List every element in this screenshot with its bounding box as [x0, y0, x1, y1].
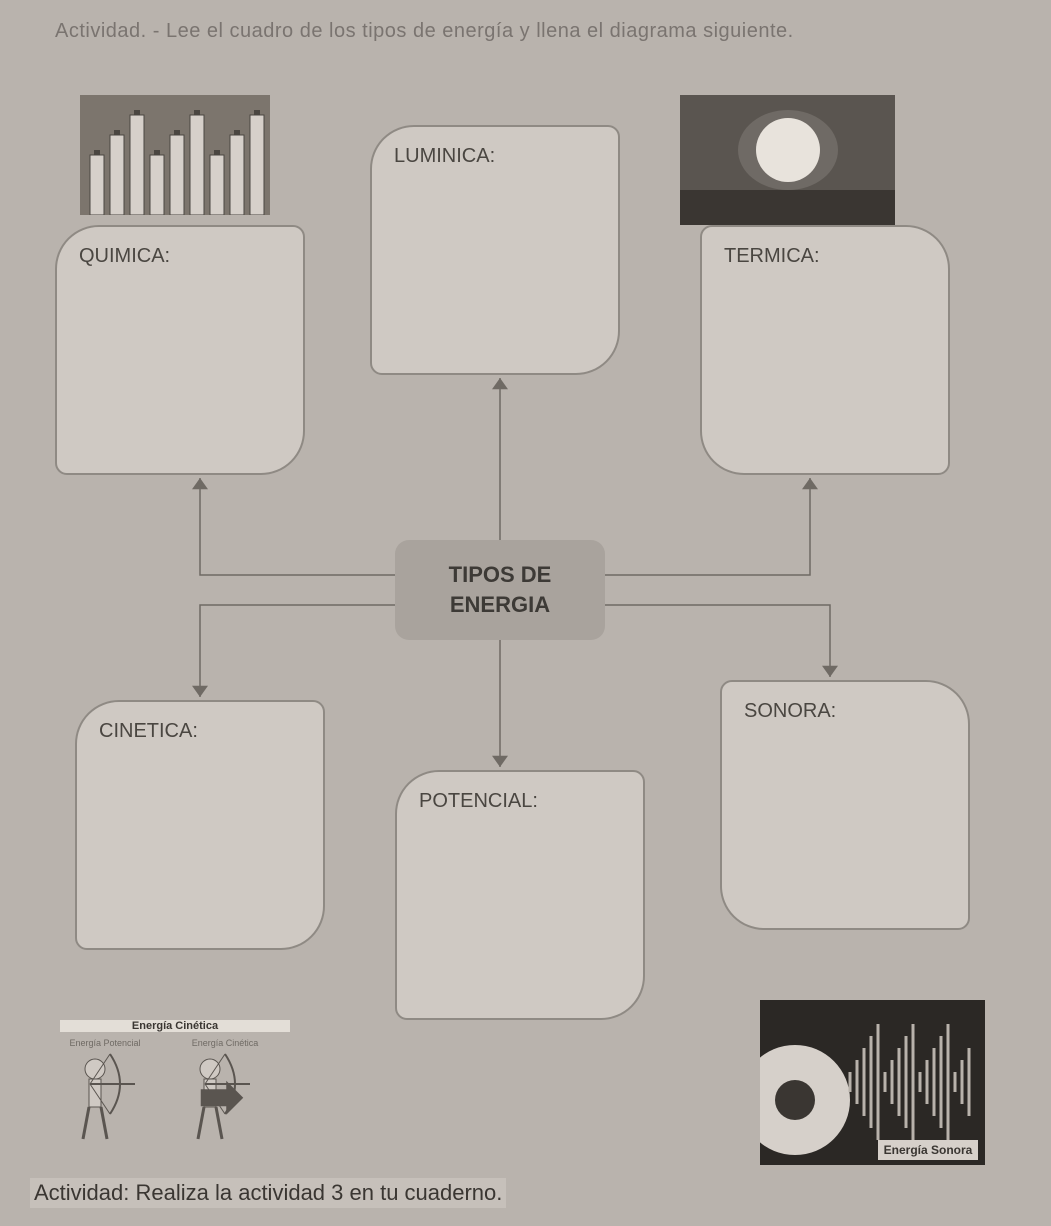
box-cinetica: CINETICA:: [75, 700, 325, 950]
hub-label-line1: TIPOS DE: [449, 562, 552, 587]
box-label: QUIMICA:: [79, 245, 170, 267]
box-label: POTENCIAL:: [419, 790, 538, 812]
soundwave-icon: Energía Sonora: [760, 1000, 985, 1165]
box-luminica: LUMINICA:: [370, 125, 620, 375]
image-cinetica: Energía Cinética Energía Potencial Energ…: [60, 1020, 290, 1170]
hub-tipos-de-energia: TIPOS DE ENERGIA: [395, 540, 605, 640]
instruction-text: Actividad. - Lee el cuadro de los tipos …: [55, 20, 1011, 43]
moon-icon: [680, 95, 895, 225]
box-label: TERMICA:: [724, 245, 820, 267]
hub-label-line2: ENERGIA: [450, 592, 550, 617]
box-quimica: QUIMICA:: [55, 225, 305, 475]
batteries-icon: [80, 95, 270, 215]
box-label: SONORA:: [744, 700, 836, 722]
image-moon: [680, 95, 895, 225]
svg-text:Energía Potencial: Energía Potencial: [69, 1038, 140, 1048]
box-sonora: SONORA:: [720, 680, 970, 930]
svg-text:Energía Cinética: Energía Cinética: [192, 1038, 259, 1048]
image-sonora: Energía Sonora: [760, 1000, 985, 1165]
box-label: LUMINICA:: [394, 145, 495, 167]
svg-text:Energía Sonora: Energía Sonora: [884, 1143, 973, 1157]
archers-icon: Energía Potencial Energía Cinética: [60, 1034, 290, 1164]
footer-text: Actividad: Realiza la actividad 3 en tu …: [30, 1178, 506, 1208]
box-potencial: POTENCIAL:: [395, 770, 645, 1020]
box-termica: TERMICA:: [700, 225, 950, 475]
box-label: CINETICA:: [99, 720, 198, 742]
cinetica-title: Energía Cinética: [60, 1020, 290, 1032]
image-batteries: [80, 95, 270, 215]
worksheet-page: Actividad. - Lee el cuadro de los tipos …: [0, 0, 1051, 1226]
